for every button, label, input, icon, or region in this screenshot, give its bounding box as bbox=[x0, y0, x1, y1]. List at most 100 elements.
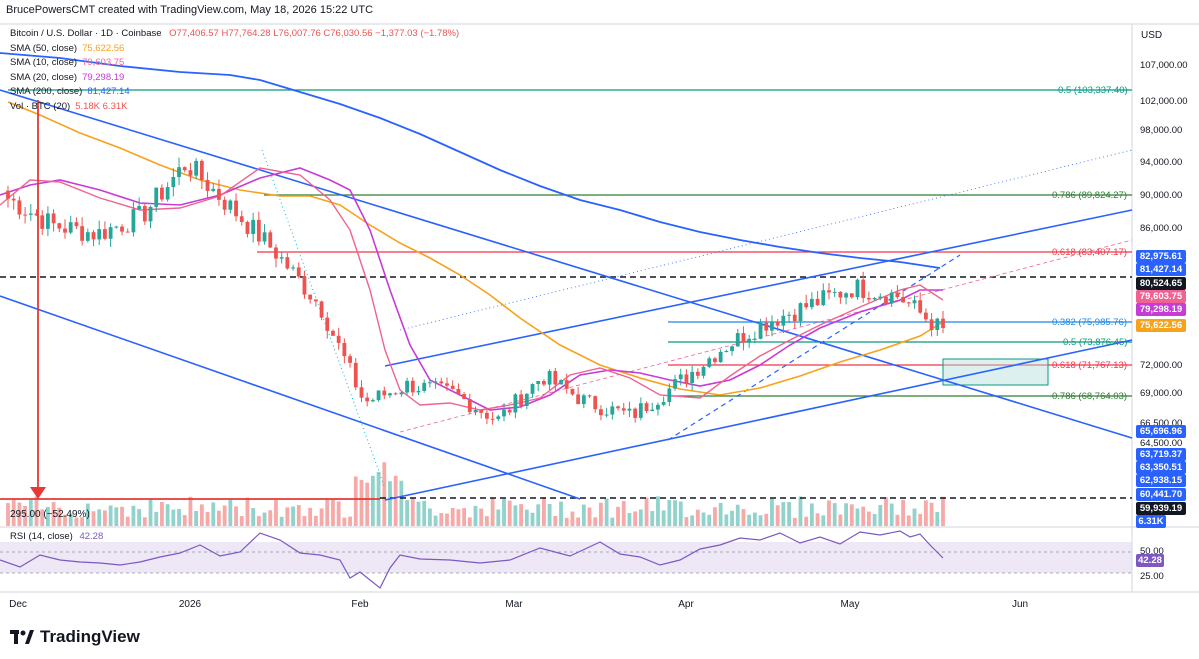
candle-body bbox=[616, 406, 620, 409]
candle-body bbox=[929, 319, 934, 331]
candle-body bbox=[353, 362, 358, 388]
volume-bar bbox=[114, 507, 119, 526]
price-tick: 98,000.00 bbox=[1140, 125, 1183, 136]
price-label-sma10: 79,603.75 bbox=[1136, 290, 1186, 303]
volume-bar bbox=[912, 508, 917, 526]
candle-body bbox=[445, 383, 449, 386]
volume-bar bbox=[268, 510, 273, 526]
candle-body bbox=[399, 392, 404, 395]
volume-bar bbox=[450, 508, 455, 526]
volume-bar bbox=[199, 504, 204, 526]
volume-bar bbox=[884, 497, 888, 526]
volume-bar bbox=[399, 480, 404, 526]
volume-bar bbox=[11, 498, 16, 526]
candle-body bbox=[650, 409, 655, 412]
volume-bar bbox=[718, 502, 723, 526]
fib-label: 0.618 (71,767.13) bbox=[1052, 360, 1128, 371]
legend-sma-10[interactable]: SMA (10, close) 79,603.75 bbox=[10, 56, 459, 71]
rsi-value: 42.28 bbox=[79, 531, 104, 542]
volume-bar bbox=[194, 510, 199, 526]
candle-body bbox=[889, 292, 894, 304]
rsi-tick: 25.00 bbox=[1140, 571, 1164, 582]
volume-bar bbox=[638, 509, 643, 526]
candle-body bbox=[427, 382, 432, 384]
legend-sma-50[interactable]: SMA (50, close) 75,622.56 bbox=[10, 42, 459, 57]
candle-body bbox=[291, 267, 295, 269]
candle-body bbox=[331, 330, 335, 336]
channel-upper-line bbox=[384, 209, 1133, 367]
volume-bar bbox=[490, 497, 495, 526]
volume-bar bbox=[923, 500, 928, 526]
candle-body bbox=[154, 187, 159, 207]
volume-bar bbox=[496, 509, 501, 526]
volume-bar bbox=[6, 503, 10, 526]
candle-body bbox=[918, 300, 923, 313]
volume-bar bbox=[770, 498, 774, 526]
date-tick: Apr bbox=[678, 599, 694, 610]
rising-support-line bbox=[667, 254, 961, 441]
rsi-legend[interactable]: RSI (14, close) 42.28 bbox=[10, 531, 103, 542]
candle-body bbox=[160, 187, 164, 200]
candle-body bbox=[878, 296, 883, 298]
price-label-60441: 60,441.70 bbox=[1136, 488, 1186, 501]
symbol-row[interactable]: Bitcoin / U.S. Dollar · 1D · Coinbase O7… bbox=[10, 27, 459, 42]
brand-name: TradingView bbox=[40, 627, 140, 646]
candle-body bbox=[861, 279, 866, 298]
volume-bar bbox=[644, 497, 649, 526]
candle-body bbox=[148, 206, 153, 222]
legend-sma-20[interactable]: SMA (20, close) 79,298.19 bbox=[10, 71, 459, 86]
volume-bar bbox=[707, 514, 712, 526]
volume-bar bbox=[519, 504, 524, 526]
volume-bar bbox=[513, 505, 518, 526]
legend-value: 79,298.19 bbox=[82, 71, 125, 83]
candle-body bbox=[171, 177, 176, 188]
fib-label: 0.786 (68,764.03) bbox=[1052, 391, 1128, 402]
candle-body bbox=[490, 418, 495, 420]
candle-body bbox=[365, 397, 370, 402]
tradingview-logo[interactable]: TradingView bbox=[10, 627, 140, 647]
volume-bar bbox=[188, 496, 193, 526]
candle-body bbox=[895, 292, 900, 298]
legend-sma-200[interactable]: SMA (200, close) 81,427.14 bbox=[10, 85, 459, 100]
candle-body bbox=[125, 231, 130, 233]
candle-body bbox=[388, 393, 392, 396]
volume-bar bbox=[433, 515, 438, 526]
volume-bar bbox=[524, 509, 529, 526]
candle-body bbox=[63, 228, 67, 233]
volume-bar bbox=[46, 506, 50, 526]
volume-bar bbox=[787, 502, 791, 526]
fib-label: 0.5 (103,337.40) bbox=[1058, 85, 1128, 96]
candle-body bbox=[775, 321, 780, 326]
volume-bar bbox=[781, 502, 786, 526]
volume-bar bbox=[901, 499, 905, 526]
volume-bar bbox=[564, 517, 569, 526]
candle-body bbox=[85, 232, 90, 241]
legend-label: SMA (200, close) bbox=[10, 86, 83, 97]
volume-bar bbox=[302, 515, 307, 526]
candle-body bbox=[542, 381, 546, 385]
candle-body bbox=[855, 279, 860, 298]
candle-body bbox=[308, 294, 313, 300]
candle-body bbox=[142, 206, 147, 222]
candle-body bbox=[849, 293, 854, 298]
volume-bar bbox=[775, 505, 780, 526]
volume-bar bbox=[68, 513, 73, 526]
volume-bar bbox=[228, 499, 233, 526]
candle-body bbox=[91, 232, 96, 240]
volume-bar bbox=[599, 502, 603, 526]
volume-bar bbox=[148, 499, 153, 526]
candle-body bbox=[359, 387, 364, 398]
volume-bar bbox=[872, 514, 877, 526]
volume-bar bbox=[684, 517, 689, 526]
volume-bar bbox=[747, 514, 752, 526]
candle-body bbox=[211, 188, 216, 191]
candle-body bbox=[559, 380, 563, 385]
candle-body bbox=[718, 351, 723, 363]
candle-body bbox=[730, 346, 734, 352]
drop-arrow-head bbox=[30, 487, 46, 499]
candle-body bbox=[51, 213, 56, 224]
currency-selector[interactable]: USD bbox=[1141, 30, 1163, 41]
legend-volume[interactable]: Vol · BTC (20) 5.18K 6.31K bbox=[10, 100, 459, 115]
volume-bar bbox=[137, 509, 142, 526]
